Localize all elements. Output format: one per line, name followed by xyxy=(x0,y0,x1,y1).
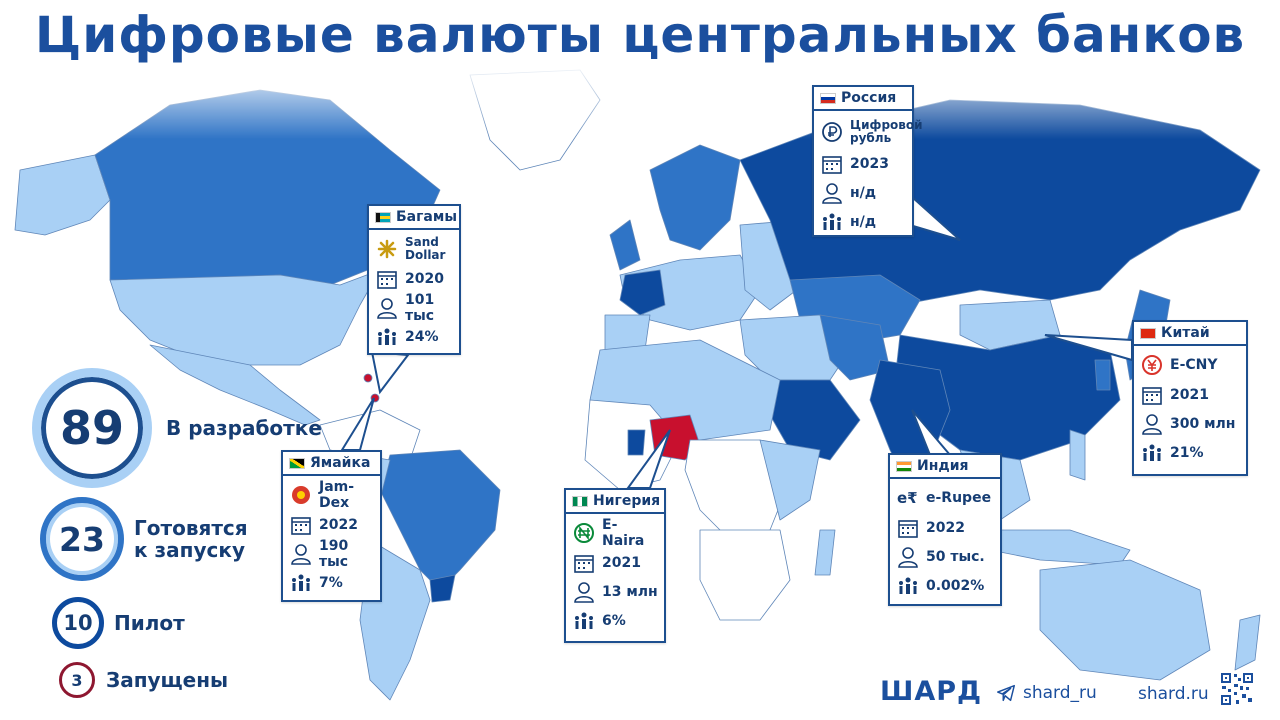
card-currency: Jam-Dex xyxy=(319,479,355,511)
card-share: 7% xyxy=(319,574,343,591)
card-share: 21% xyxy=(1170,444,1204,461)
user-icon xyxy=(574,581,594,603)
card-jamaica: Ямайка Jam-Dex 2022 190 тыс 7% xyxy=(281,450,382,602)
calendar-icon xyxy=(291,516,311,535)
user-icon xyxy=(898,546,918,568)
card-users: 101 тыс xyxy=(405,291,435,324)
legend-pilot: 10 Пилот xyxy=(52,597,185,649)
site-link[interactable]: shard.ru xyxy=(1138,684,1209,704)
legend-label: В разработке xyxy=(166,416,322,440)
card-currency: E-Naira xyxy=(602,517,645,549)
legend-count: 10 xyxy=(52,597,104,649)
world-map xyxy=(0,60,1280,720)
ruble-icon xyxy=(822,122,842,142)
svg-text:e₹: e₹ xyxy=(897,489,918,507)
people-group-icon xyxy=(575,612,593,629)
user-icon xyxy=(1142,413,1162,435)
user-icon xyxy=(377,297,397,319)
card-russia: Россия Цифровой рубль 2023 н/д н/д xyxy=(812,85,923,237)
legend-count: 89 xyxy=(32,368,152,488)
card-users: 13 млн xyxy=(602,583,658,600)
people-group-icon xyxy=(378,328,396,345)
legend-preparing: 23 Готовятся к запуску xyxy=(40,497,248,581)
card-users: н/д xyxy=(850,184,877,201)
flag-china-icon xyxy=(1140,327,1156,339)
card-year: 2022 xyxy=(319,516,358,533)
telegram-link[interactable]: shard_ru xyxy=(995,682,1097,704)
legend-label: Запущены xyxy=(106,668,229,692)
e-cny-icon xyxy=(1142,355,1162,375)
legend-label: Готовятся к запуску xyxy=(134,516,248,562)
page-title: Цифровые валюты центральных банков xyxy=(34,6,1246,64)
card-currency: Цифровой рубль xyxy=(850,118,923,145)
card-year: 2021 xyxy=(602,554,641,571)
brand-name: ШАРД xyxy=(880,676,983,707)
card-india: Индия e₹ e-Rupee 2022 50 тыс. 0.002% xyxy=(888,453,1002,606)
people-group-icon xyxy=(823,213,841,230)
flag-nigeria-icon xyxy=(572,495,588,507)
card-currency: Sand Dollar xyxy=(405,235,446,262)
card-year: 2022 xyxy=(926,519,965,536)
site-url: shard.ru xyxy=(1138,684,1209,704)
calendar-icon xyxy=(1142,386,1162,405)
legend-count: 3 xyxy=(59,662,95,698)
user-icon xyxy=(822,182,842,204)
flag-jamaica-icon xyxy=(289,457,305,469)
card-country: Россия xyxy=(841,90,897,106)
telegram-icon xyxy=(997,684,1015,702)
people-group-icon xyxy=(1143,444,1161,461)
card-users: 50 тыс. xyxy=(926,548,985,565)
brand-logo: ШАРД xyxy=(880,676,982,707)
user-icon xyxy=(291,543,311,565)
jam-dex-icon xyxy=(292,486,310,504)
legend-label: Пилот xyxy=(114,611,185,635)
card-country: Китай xyxy=(1161,325,1210,341)
sand-dollar-icon xyxy=(377,239,397,259)
card-country: Ямайка xyxy=(310,455,371,471)
card-country: Нигерия xyxy=(593,493,661,509)
card-currency: e-Rupee xyxy=(926,490,992,506)
legend-count: 23 xyxy=(40,497,124,581)
calendar-icon xyxy=(574,554,594,573)
card-users: 300 млн xyxy=(1170,415,1236,432)
card-year: 2020 xyxy=(405,270,444,287)
qr-code-icon xyxy=(1220,672,1254,706)
calendar-icon xyxy=(822,155,842,174)
card-china: Китай E-CNY 2021 300 млн 21% xyxy=(1132,320,1248,476)
e-rupee-icon: e₹ xyxy=(897,489,918,507)
legend-launched: 3 Запущены xyxy=(59,662,228,698)
card-country: Багамы xyxy=(396,209,457,225)
card-nigeria: Нигерия E-Naira 2021 13 млн 6% xyxy=(564,488,666,643)
card-year: 2021 xyxy=(1170,386,1209,403)
legend-developing: 89 В разработке xyxy=(32,368,322,488)
card-share: н/д xyxy=(850,213,877,230)
card-users: 190 тыс xyxy=(319,537,349,570)
flag-bahamas-icon xyxy=(375,211,391,223)
card-share: 0.002% xyxy=(926,577,985,594)
calendar-icon xyxy=(898,519,918,538)
card-share: 24% xyxy=(405,328,439,345)
card-currency: E-CNY xyxy=(1170,357,1218,373)
card-bahamas: Багамы Sand Dollar 2020 101 тыс 24% xyxy=(367,204,461,355)
e-naira-icon xyxy=(574,523,594,543)
calendar-icon xyxy=(377,270,397,289)
flag-india-icon xyxy=(896,460,912,472)
telegram-handle: shard_ru xyxy=(1023,683,1097,703)
card-share: 6% xyxy=(602,612,626,629)
card-year: 2023 xyxy=(850,155,889,172)
people-group-icon xyxy=(292,574,310,591)
flag-russia-icon xyxy=(820,92,836,104)
people-group-icon xyxy=(899,577,917,594)
card-country: Индия xyxy=(917,458,969,474)
